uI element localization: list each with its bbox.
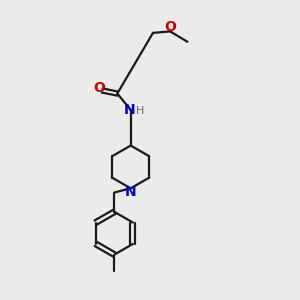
Text: N: N [123, 103, 135, 117]
Text: H: H [135, 106, 144, 116]
Text: O: O [93, 81, 105, 95]
Text: N: N [125, 185, 136, 199]
Text: O: O [165, 20, 176, 34]
